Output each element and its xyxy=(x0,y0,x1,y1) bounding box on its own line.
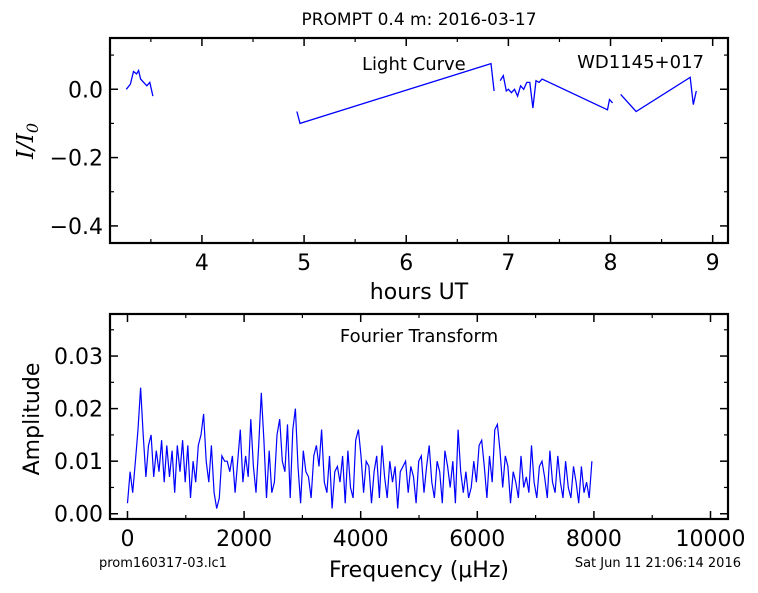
fourier-y-tick-label: 0.01 xyxy=(54,450,103,475)
light-curve-segment xyxy=(499,73,614,111)
fourier-y-tick-label: 0.02 xyxy=(54,398,103,423)
fourier-ticks: 0 2000 4000 6000 8000 10000 0.00 0.01 0.02 0.03 xyxy=(54,314,746,552)
fourier-x-tick-label: 4000 xyxy=(333,527,389,552)
fourier-panel: 0 2000 4000 6000 8000 10000 0.00 0.01 0.02 0.03 F… xyxy=(20,312,746,583)
fourier-y-tick-label: 0.03 xyxy=(54,345,103,370)
fourier-x-axis-label: Frequency (μHz) xyxy=(329,558,509,583)
light-curve-series xyxy=(125,62,697,125)
fourier-y-axis-label: Amplitude xyxy=(20,363,45,476)
light-curve-x-tick-label: 4 xyxy=(195,251,209,276)
fourier-x-tick-label: 10000 xyxy=(676,527,746,552)
fourier-x-tick-label: 2000 xyxy=(216,527,272,552)
fourier-annotation: Fourier Transform xyxy=(340,326,498,347)
light-curve-x-tick-label: 7 xyxy=(501,251,515,276)
fourier-y-tick-label: 0.00 xyxy=(54,503,103,528)
light-curve-annotation: Light Curve xyxy=(362,54,466,75)
light-curve-y-tick-label: −0.2 xyxy=(50,147,103,172)
light-curve-x-tick-label: 5 xyxy=(297,251,311,276)
light-curve-x-axis-label: hours UT xyxy=(370,280,469,305)
chart-title: PROMPT 0.4 m: 2016-03-17 xyxy=(301,10,536,30)
light-curve-ticks: 4 5 6 7 8 9 0.0 −0.2 −0.4 xyxy=(50,38,728,276)
light-curve-segment xyxy=(620,76,697,113)
light-curve-y-tick-label: 0.0 xyxy=(68,78,103,103)
light-curve-segment xyxy=(296,62,495,125)
footer-timestamp: Sat Jun 11 21:06:14 2016 xyxy=(575,556,741,571)
fourier-amplitude-line xyxy=(126,387,593,509)
light-curve-panel: 4 5 6 7 8 9 0.0 −0.2 −0.4 Light Curve WD1145+017… xyxy=(13,36,730,305)
light-curve-segment xyxy=(125,68,154,97)
footer-filename: prom160317-03.lc1 xyxy=(99,556,227,571)
light-curve-x-tick-label: 8 xyxy=(604,251,618,276)
fourier-x-tick-label: 6000 xyxy=(449,527,505,552)
fourier-x-tick-label: 0 xyxy=(120,527,134,552)
light-curve-x-tick-label: 9 xyxy=(706,251,720,276)
light-curve-x-tick-label: 6 xyxy=(399,251,413,276)
target-name-annotation: WD1145+017 xyxy=(577,52,704,73)
fourier-x-tick-label: 8000 xyxy=(566,527,622,552)
light-curve-y-tick-label: −0.4 xyxy=(50,215,103,240)
light-curve-axes-frame xyxy=(108,36,730,245)
fourier-series xyxy=(126,387,593,509)
light-curve-y-axis-label: I/I0 xyxy=(13,123,42,160)
